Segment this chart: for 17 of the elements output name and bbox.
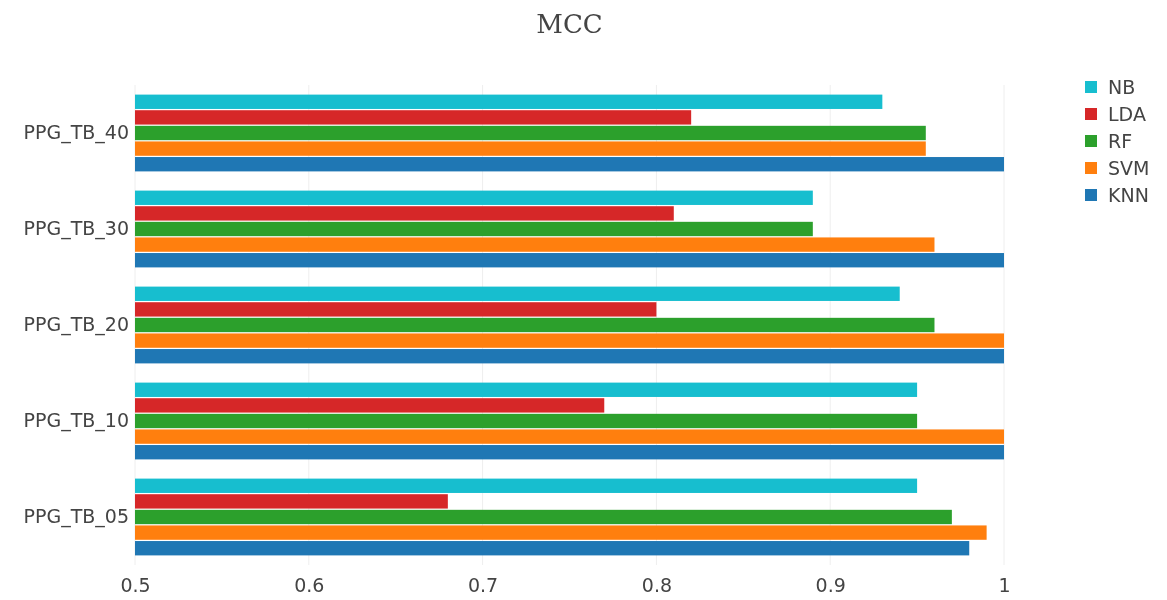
y-tick-label: PPG_TB_10 xyxy=(23,409,129,433)
legend-label: SVM xyxy=(1108,157,1150,179)
x-tick-label: 0.5 xyxy=(120,574,151,597)
legend-label: LDA xyxy=(1108,103,1146,125)
y-tick-label: PPG_TB_05 xyxy=(23,505,129,529)
chart-title: MCC xyxy=(536,9,603,39)
legend-label: RF xyxy=(1108,130,1133,152)
x-tick-label: 0.6 xyxy=(294,574,325,597)
x-tick-label: 0.7 xyxy=(467,574,499,597)
y-tick-label: PPG_TB_30 xyxy=(23,217,129,241)
x-tick-label: 0.9 xyxy=(815,574,846,597)
legend-label: NB xyxy=(1108,76,1136,98)
y-tick-label: PPG_TB_20 xyxy=(23,313,129,337)
x-tick-label: 0.8 xyxy=(641,574,673,597)
legend-label: KNN xyxy=(1108,184,1149,206)
y-tick-label: PPG_TB_40 xyxy=(23,121,129,145)
x-tick-label: 1 xyxy=(998,574,1011,597)
